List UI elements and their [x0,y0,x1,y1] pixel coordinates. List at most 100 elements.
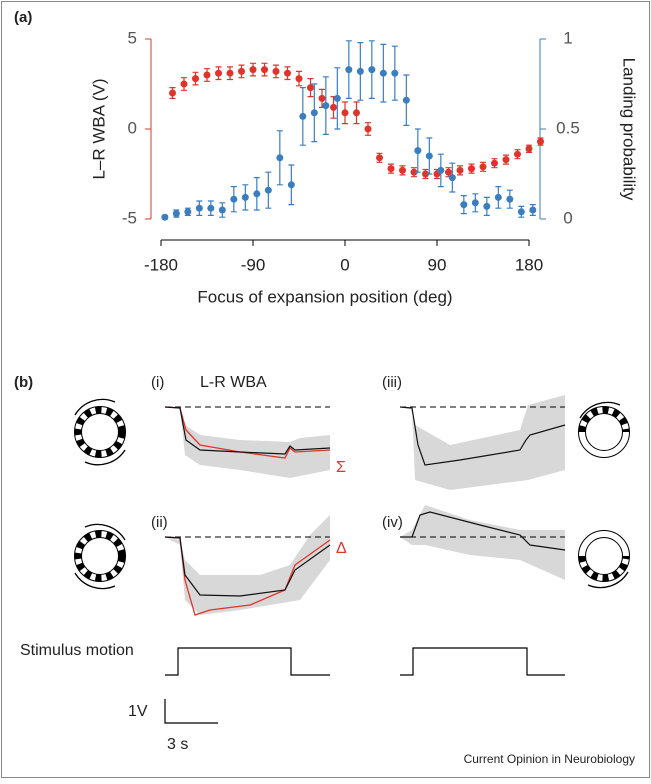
point [253,190,261,198]
point [218,206,226,214]
trace [164,406,331,455]
y-tick-label: 5 [128,28,137,47]
point [391,69,399,77]
point [345,66,353,74]
point [502,156,510,164]
stimulus-step [165,647,565,676]
point [284,69,291,77]
point [215,69,222,77]
point [353,109,360,117]
point [422,170,429,178]
point [399,166,406,174]
point [287,181,295,189]
point [230,195,238,203]
x-tick-label: -180 [144,255,178,274]
trace [399,406,566,466]
trace [164,536,331,597]
point [195,204,203,212]
y2-tick-label: 0 [563,208,572,227]
point [379,69,387,77]
point [276,154,284,162]
volt-scale: 1V [128,703,148,720]
scale-bar [164,699,218,724]
stimulus-icons [74,398,630,590]
point [341,109,349,117]
point [192,75,199,83]
x-tick-label: 0 [340,255,349,274]
point [402,96,410,104]
point [410,168,418,176]
point [299,112,307,120]
point [529,206,537,214]
sub-label: (i) [151,374,164,391]
time-scale: 3 s [167,736,188,753]
point [264,186,272,194]
y-axis-title: L–R WBA (V) [89,78,108,179]
point [238,67,245,75]
point [483,202,491,210]
point [460,201,468,209]
x-tick-label: -90 [241,255,266,274]
point [448,174,456,182]
point [506,195,514,203]
point [261,66,268,74]
point [169,89,176,97]
point [295,75,303,83]
point [414,147,422,155]
point [184,208,192,216]
point [241,193,249,201]
sub-label: (iv) [382,514,403,531]
sub-label: (iii) [382,374,402,391]
point [180,80,188,88]
panel-label: (a) [14,9,32,26]
point [356,67,364,75]
x-axis-title: Focus of expansion position (deg) [197,287,452,306]
trace-label: L-R WBA [200,374,267,391]
delta-label: Δ [336,540,347,557]
trace-band [165,407,330,478]
point [479,163,487,171]
point [330,103,337,111]
panel-label: (b) [14,374,33,391]
point [207,204,215,212]
point [471,199,479,207]
point [161,213,169,221]
y2-tick-label: 0.5 [556,118,580,137]
point [226,69,234,77]
point [307,84,314,92]
trace-band [400,395,565,490]
point [333,94,341,102]
point [437,166,445,174]
point [172,210,180,218]
sigma-label: Σ [336,459,346,476]
point [272,67,280,75]
x-tick-label: 90 [428,255,447,274]
trace-band [165,515,330,615]
point [368,66,376,74]
y2-axis-title: Landing probability [620,58,639,201]
point [517,208,525,216]
trace-band [400,505,565,580]
stimulus-label: Stimulus motion [20,642,134,659]
point [310,109,318,117]
point [425,152,433,160]
point [514,150,521,158]
panel-b: (b) (i) L-R WBA (iii) (ii) (iv) Σ Δ [14,374,635,766]
point [494,193,502,201]
point [322,102,330,110]
trace [400,511,566,551]
point [318,94,326,102]
x-tick-label: 180 [515,255,543,274]
point [456,166,464,174]
y-tick-label: -5 [122,208,137,227]
point [445,168,452,176]
baselines [165,406,565,538]
sub-label: (ii) [151,514,168,531]
y-tick-label: 0 [128,118,137,137]
point [376,154,383,162]
point [387,165,395,173]
point [537,138,544,146]
point [203,71,211,79]
